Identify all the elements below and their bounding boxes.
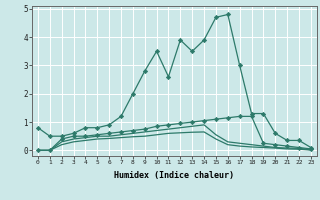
X-axis label: Humidex (Indice chaleur): Humidex (Indice chaleur) (115, 171, 234, 180)
